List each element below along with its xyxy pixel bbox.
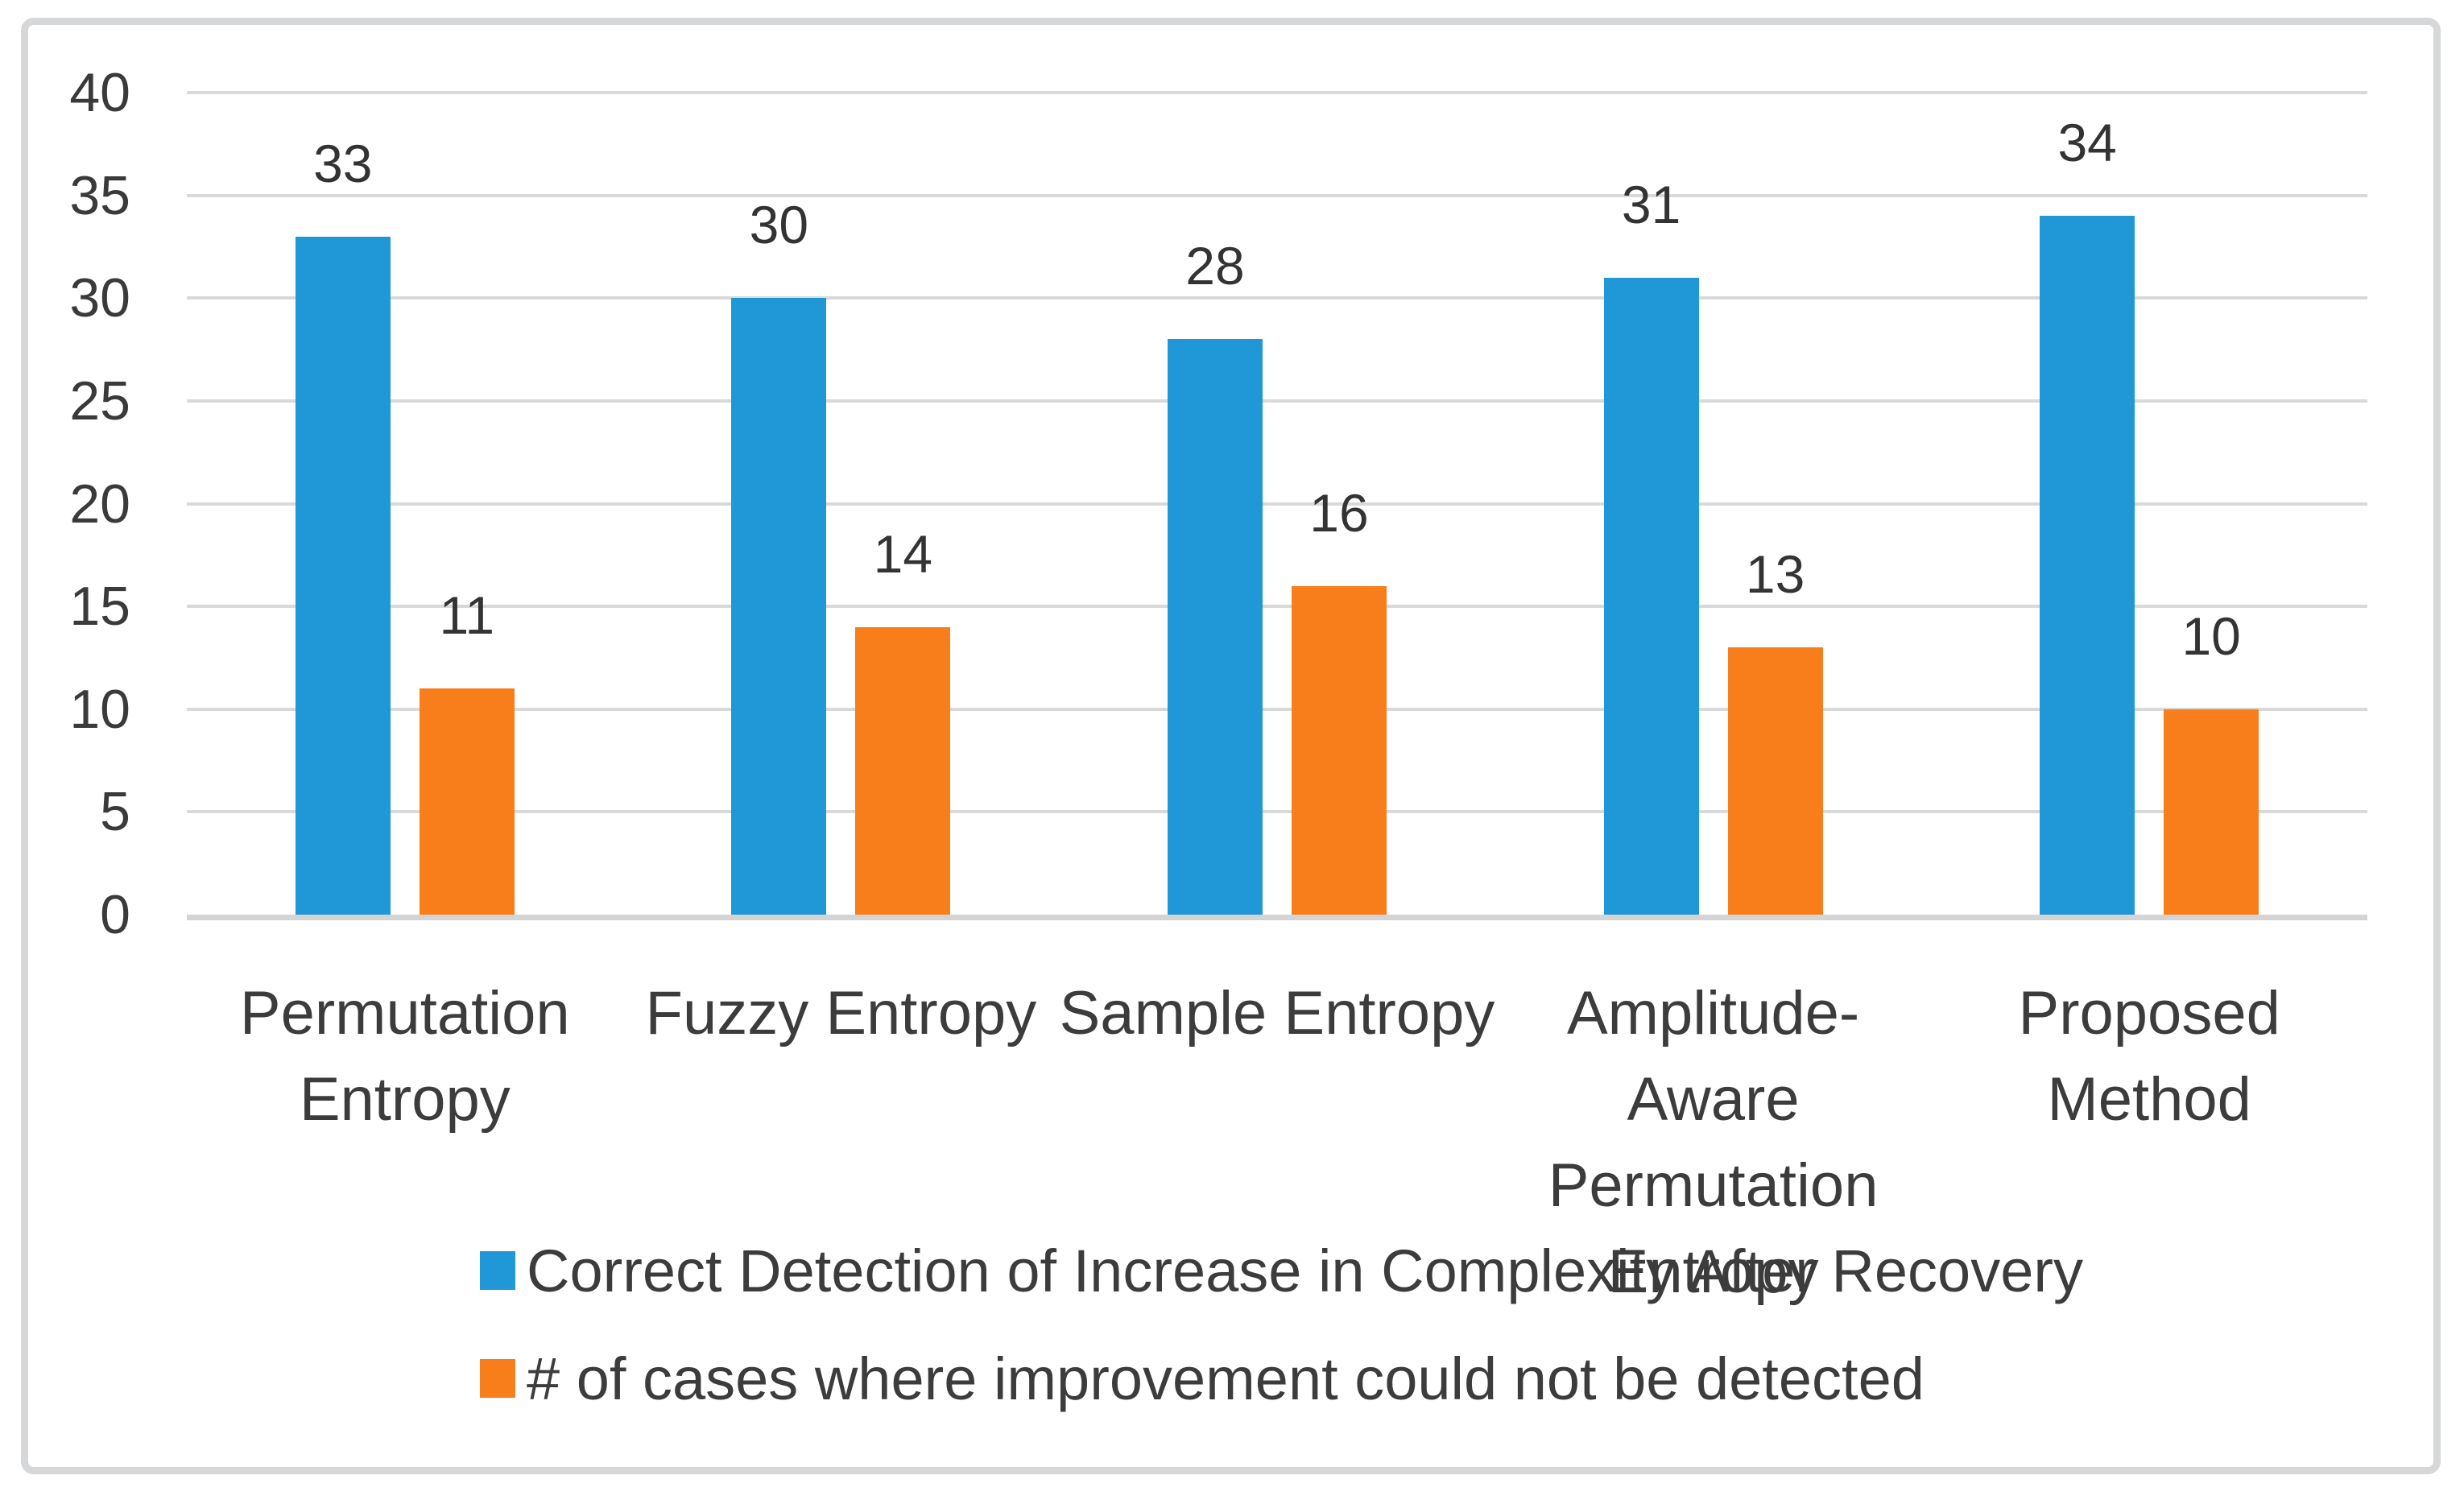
- bar-value-label: 16: [1309, 482, 1369, 543]
- bar-series-1: [295, 236, 391, 915]
- legend-item: # of cases where improvement could not b…: [480, 1345, 1924, 1412]
- bar-series-1: [1603, 277, 1699, 915]
- gridline: [187, 810, 2367, 814]
- bar-series-1: [731, 298, 827, 915]
- category-label: Proposed Method: [1931, 970, 2367, 1143]
- category-label-line: Amplitude-Aware: [1566, 979, 1860, 1134]
- y-tick-label: 40: [69, 62, 130, 123]
- gridline: [187, 91, 2367, 94]
- bar-value-label: 28: [1185, 236, 1245, 296]
- bar-series-1: [2040, 216, 2135, 915]
- category-label-line: Entropy: [1607, 1238, 1819, 1306]
- gridline: [187, 193, 2367, 197]
- category-label-line: Permutation: [1548, 1151, 1879, 1220]
- category-label-line: Entropy: [299, 1065, 511, 1134]
- legend-item: Correct Detection of Increase in Complex…: [480, 1237, 2083, 1304]
- legend-label: Correct Detection of Increase in Complex…: [527, 1237, 2083, 1304]
- bar-value-label: 31: [1621, 174, 1681, 234]
- y-tick-label: 35: [69, 164, 130, 226]
- category-label: Sample Entropy: [1059, 970, 1495, 1056]
- y-tick-label: 30: [69, 267, 130, 329]
- bar-value-label: 34: [2057, 113, 2117, 173]
- category-label-line: Method: [2047, 1065, 2251, 1134]
- bar-value-label: 30: [749, 195, 809, 255]
- bar-value-label: 33: [313, 133, 373, 193]
- legend-swatch-icon: [480, 1251, 515, 1290]
- gridline: [187, 502, 2367, 506]
- gridline: [187, 296, 2367, 300]
- bar-value-label: 14: [873, 523, 933, 584]
- y-tick-label: 25: [69, 370, 130, 432]
- y-tick-label: 15: [69, 576, 130, 638]
- category-label: Permutation Entropy: [187, 970, 623, 1143]
- category-label-line: Sample Entropy: [1059, 979, 1495, 1048]
- gridline: [187, 605, 2367, 609]
- gridline: [187, 399, 2367, 403]
- bar-value-label: 11: [439, 585, 495, 646]
- bar-series-1: [1168, 339, 1263, 915]
- bar-series-2: [1292, 585, 1387, 915]
- bar-value-label: 10: [2181, 605, 2241, 666]
- category-label: Amplitude-Aware Permutation Entropy: [1495, 970, 1932, 1315]
- y-tick-label: 20: [69, 473, 130, 535]
- category-label-line: Proposed: [2018, 979, 2280, 1048]
- y-tick-label: 0: [100, 884, 130, 945]
- x-axis-line: [187, 915, 2367, 920]
- legend-swatch-icon: [480, 1359, 515, 1398]
- bar-series-2: [2164, 709, 2259, 915]
- y-tick-label: 5: [100, 781, 130, 843]
- y-tick-label: 10: [69, 678, 130, 740]
- category-label-line: Fuzzy Entropy: [645, 979, 1037, 1048]
- bar-series-2: [419, 688, 515, 915]
- gridline: [187, 707, 2367, 711]
- bar-value-label: 13: [1745, 544, 1805, 605]
- category-label: Fuzzy Entropy: [623, 970, 1060, 1056]
- legend-label: # of cases where improvement could not b…: [527, 1345, 1924, 1412]
- bar-series-2: [855, 626, 951, 915]
- bar-series-2: [1727, 647, 1823, 915]
- category-label-line: Permutation: [239, 979, 570, 1048]
